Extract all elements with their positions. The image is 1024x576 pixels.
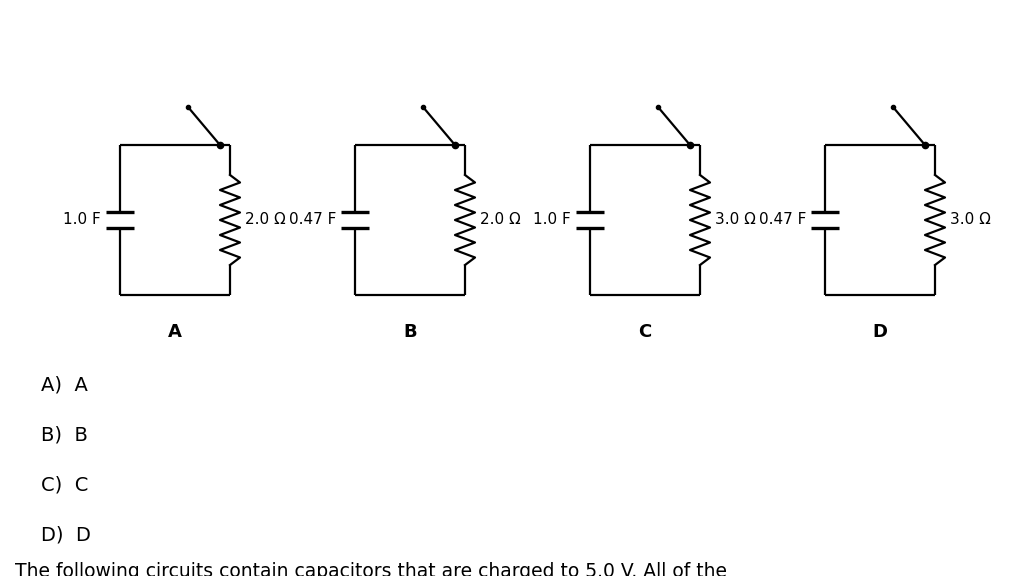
Text: 1.0 F: 1.0 F bbox=[63, 213, 101, 228]
Text: C)  C: C) C bbox=[41, 476, 88, 495]
Text: B: B bbox=[403, 323, 417, 341]
Text: C: C bbox=[638, 323, 651, 341]
Text: D)  D: D) D bbox=[41, 525, 91, 544]
Text: 3.0 Ω: 3.0 Ω bbox=[715, 213, 756, 228]
Text: 0.47 F: 0.47 F bbox=[289, 213, 336, 228]
Text: 3.0 Ω: 3.0 Ω bbox=[950, 213, 991, 228]
Text: B)  B: B) B bbox=[41, 426, 88, 445]
Text: 0.47 F: 0.47 F bbox=[759, 213, 806, 228]
Text: 2.0 Ω: 2.0 Ω bbox=[480, 213, 521, 228]
Text: 2.0 Ω: 2.0 Ω bbox=[245, 213, 286, 228]
Text: D: D bbox=[872, 323, 888, 341]
Text: 1.0 F: 1.0 F bbox=[534, 213, 571, 228]
Text: A: A bbox=[168, 323, 182, 341]
Text: The following circuits contain capacitors that are charged to 5.0 V. All of the
: The following circuits contain capacitor… bbox=[15, 562, 727, 576]
Text: A)  A: A) A bbox=[41, 376, 88, 395]
